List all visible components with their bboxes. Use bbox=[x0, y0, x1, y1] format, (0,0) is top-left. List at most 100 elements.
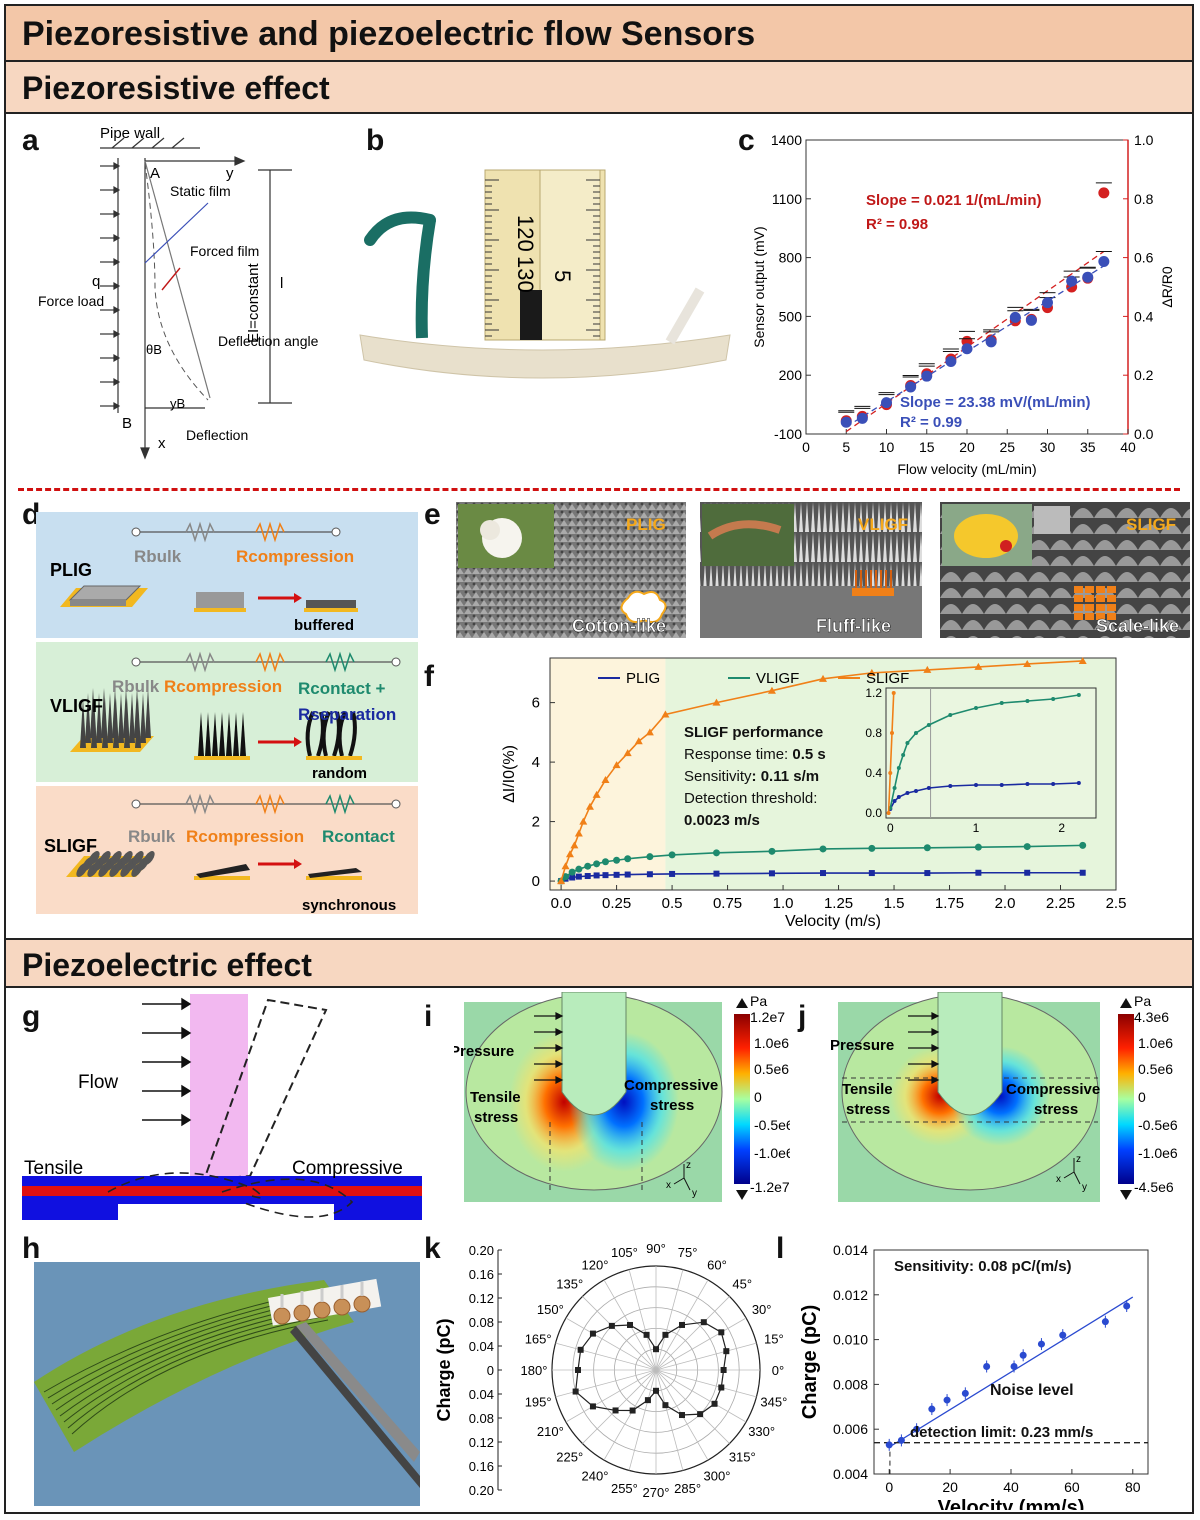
c-point-blue bbox=[985, 336, 997, 348]
e-sligf-tag: SLIGF bbox=[1126, 515, 1176, 534]
pressure-arrowhead bbox=[931, 1060, 940, 1068]
f-xtick-label: 1.0 bbox=[773, 895, 794, 912]
l-data-point bbox=[1019, 1351, 1027, 1359]
l-fit-line bbox=[888, 1296, 1134, 1448]
panel-label-k: k bbox=[424, 1232, 441, 1265]
c-plot-frame bbox=[805, 139, 1129, 435]
f-xtick-label: 2.0 bbox=[995, 895, 1016, 912]
chart-c-blue-r2: R² = 0.99 bbox=[900, 414, 963, 431]
f-xtick-label: 0.25 bbox=[602, 895, 631, 912]
pressure-arrowhead bbox=[931, 1028, 940, 1036]
f-marker-sligf bbox=[561, 862, 570, 870]
k-data-point bbox=[679, 1321, 685, 1328]
c-xtick-label: 10 bbox=[879, 439, 895, 455]
k-data-point bbox=[711, 1400, 718, 1407]
f-marker-vligf bbox=[601, 858, 609, 866]
sligf-rcontact: Rcontact bbox=[322, 827, 395, 846]
j-tensile-label: Tensile bbox=[842, 1081, 893, 1098]
panel-label-f: f bbox=[424, 660, 434, 693]
f-marker-vligf bbox=[668, 851, 676, 859]
k-rtick-label: 0.16 bbox=[469, 1267, 494, 1282]
c-xtick-label: 15 bbox=[919, 439, 935, 455]
f-marker-sligf bbox=[574, 829, 583, 837]
l-ytick-label: 0.010 bbox=[833, 1332, 868, 1348]
k-data-point bbox=[643, 1331, 650, 1338]
f-box-line2: Sensitivity: 0.11 s/m bbox=[684, 768, 820, 785]
random-label: random bbox=[312, 765, 367, 782]
panel-label-d: d bbox=[22, 498, 41, 531]
f-marker-sligf bbox=[585, 802, 594, 810]
j-tick-4: -0.5e6 bbox=[1138, 1117, 1178, 1133]
vligf-pillar bbox=[107, 693, 113, 743]
j-compressive-label-2: stress bbox=[1034, 1101, 1078, 1118]
length-label: l bbox=[280, 275, 283, 292]
f-inset-line-vligf-marker bbox=[905, 741, 910, 745]
l-ytick-label: 0.008 bbox=[833, 1376, 868, 1392]
c-xlabel: Flow velocity (mL/min) bbox=[897, 461, 1036, 477]
f-marker-sligf bbox=[661, 710, 670, 718]
f-box-line1: Response time: 0.5 s bbox=[684, 746, 826, 763]
k-data-point bbox=[575, 1367, 581, 1373]
vligf-pillar bbox=[240, 712, 246, 756]
f-ytick-label: 4 bbox=[532, 754, 540, 771]
scale-tile bbox=[1085, 595, 1094, 602]
k-grid-spoke bbox=[565, 1317, 657, 1371]
f-marker-sligf bbox=[1078, 656, 1087, 664]
l-xtick-label: 60 bbox=[1064, 1479, 1080, 1495]
k-grid-spoke bbox=[655, 1369, 757, 1398]
scale-tile bbox=[1074, 586, 1083, 593]
sensor-pad bbox=[293, 1304, 311, 1322]
f-inset-line-vligf-marker bbox=[1051, 697, 1056, 701]
vligf-pillar bbox=[80, 698, 86, 748]
static-film-label: Static film bbox=[170, 183, 231, 199]
section-divider bbox=[18, 488, 1180, 491]
f-marker-vligf bbox=[712, 849, 720, 857]
f-marker-sligf bbox=[923, 665, 932, 673]
scale-tile bbox=[1074, 595, 1083, 602]
sligf-scale bbox=[143, 851, 155, 865]
i-tick-1: 1.0e6 bbox=[754, 1035, 789, 1051]
l-xlabel: Velocity (mm/s) bbox=[938, 1497, 1085, 1510]
c-point-blue bbox=[1098, 256, 1110, 268]
f-inset-line-sligf-marker bbox=[890, 731, 894, 735]
k-data-point bbox=[718, 1384, 725, 1391]
k-angle-label: 225° bbox=[556, 1449, 583, 1464]
i-compressive-label: Compressive bbox=[624, 1077, 718, 1094]
c-xtick-label: 0 bbox=[802, 439, 810, 455]
i-tick-5: -1.0e6 bbox=[754, 1145, 790, 1161]
f-marker-plig bbox=[975, 869, 982, 876]
f-inset-ytick: 0.8 bbox=[865, 726, 882, 740]
chart-f: 0.0 0.25 0.5 0.75 1.0 1.25 1.5 1.75 2.0 2.25 2.5 0 2… bbox=[501, 656, 1126, 930]
c-y2tick-label: 0.6 bbox=[1134, 250, 1154, 266]
f-inset-line-plig-marker bbox=[999, 783, 1004, 787]
f-marker-sligf bbox=[570, 841, 579, 849]
vligf-pillar bbox=[140, 693, 146, 743]
flow-label: Flow bbox=[78, 1072, 118, 1093]
k-rtick-label: 0.04 bbox=[469, 1339, 494, 1354]
c-point-blue bbox=[1066, 275, 1078, 287]
f-marker-sligf bbox=[974, 662, 983, 670]
l-data-point bbox=[885, 1441, 893, 1449]
sligf-scale bbox=[88, 851, 100, 865]
l-data-point bbox=[1101, 1318, 1109, 1326]
f-xlabel: Velocity (m/s) bbox=[785, 913, 881, 930]
l-data-point bbox=[1037, 1340, 1045, 1348]
f-inset-line-vligf-marker bbox=[914, 731, 918, 735]
f-inset-frame bbox=[885, 687, 1097, 819]
l-data-point bbox=[943, 1396, 951, 1404]
l-data-point bbox=[1059, 1331, 1067, 1339]
chart-c-red-r2: R² = 0.98 bbox=[866, 216, 929, 233]
f-marker-sligf bbox=[1023, 659, 1032, 667]
k-angle-label: 120° bbox=[582, 1257, 609, 1272]
ruler-photo: 120 130 5 bbox=[350, 160, 740, 400]
l-data-point bbox=[983, 1362, 991, 1370]
f-marker-sligf bbox=[645, 728, 654, 736]
point-a-label: A bbox=[150, 165, 160, 182]
c-xtick-label: 5 bbox=[842, 439, 850, 455]
k-angle-label: 195° bbox=[525, 1395, 552, 1410]
f-marker-plig bbox=[593, 872, 600, 879]
f-box-line4: 0.0023 m/s bbox=[684, 812, 760, 829]
resistor-compression bbox=[255, 651, 285, 673]
f-box-title: SLIGF performance bbox=[684, 724, 824, 741]
chart-l: 0 20 40 60 80 0.004 0.006 0.008 0.010 0.012 0.014 V… bbox=[799, 1242, 1149, 1510]
